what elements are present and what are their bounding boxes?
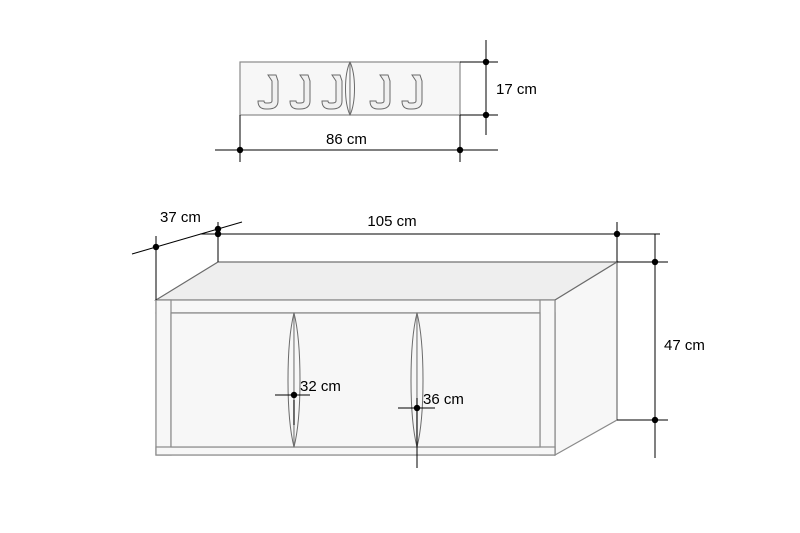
cabinet-doors [171, 313, 540, 447]
label-rack-width: 86 cm [326, 131, 367, 148]
dim-cabinet-height: 47 cm [617, 234, 705, 458]
label-cabinet-height: 47 cm [664, 337, 705, 354]
label-cabinet-depth: 37 cm [160, 209, 201, 226]
coat-rack: 17 cm 86 cm [215, 40, 537, 162]
drawing-canvas: 17 cm 86 cm [0, 0, 800, 533]
label-rack-height: 17 cm [496, 81, 537, 98]
dim-rack-height: 17 cm [460, 40, 537, 135]
cabinet: 37 cm 105 cm 47 cm 32 cm [132, 209, 705, 468]
dim-rack-width: 86 cm [215, 115, 498, 162]
dim-cabinet-width: 105 cm [200, 213, 660, 262]
label-door-opening: 32 cm [300, 378, 341, 395]
label-door-width: 36 cm [423, 391, 464, 408]
label-cabinet-width: 105 cm [367, 213, 416, 230]
